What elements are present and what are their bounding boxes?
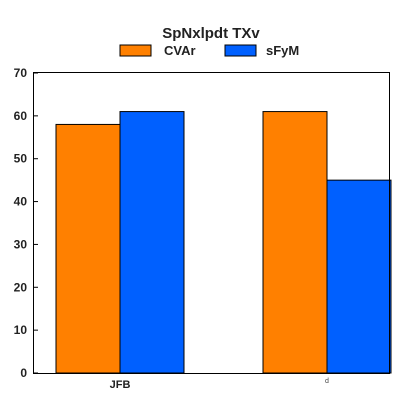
y-tick-label: 40 — [14, 195, 28, 209]
bar-d-sFyM — [326, 179, 392, 374]
x-tick-label: JFB — [110, 379, 131, 391]
x-axis: JFB d — [110, 378, 329, 391]
y-tick-label: 10 — [14, 323, 28, 337]
bar-JFB-sFyM — [119, 111, 185, 374]
y-tick-label: 0 — [20, 366, 27, 380]
y-tick-label: 60 — [14, 109, 28, 123]
legend-label-series-2: sFyM — [266, 43, 299, 58]
legend-swatch-series-1 — [119, 44, 152, 57]
legend-label-series-1: CVAr — [164, 43, 196, 58]
legend: CVAr sFyM — [119, 43, 299, 58]
plot-frame — [33, 72, 390, 374]
bars-layer — [55, 111, 392, 374]
y-tick-label: 70 — [14, 66, 28, 80]
y-axis: 0 10 20 30 40 50 60 70 — [14, 66, 38, 380]
chart-title: SpNxlpdt TXv — [162, 25, 260, 42]
y-tick-label: 30 — [14, 237, 28, 251]
bar-JFB-CVAr — [55, 123, 121, 374]
y-tick-label: 50 — [14, 152, 28, 166]
bar-d-CVAr — [262, 111, 328, 374]
y-tick-label: 20 — [14, 280, 28, 294]
legend-swatch-series-2 — [224, 44, 257, 57]
x-tick-label: d — [325, 378, 329, 385]
